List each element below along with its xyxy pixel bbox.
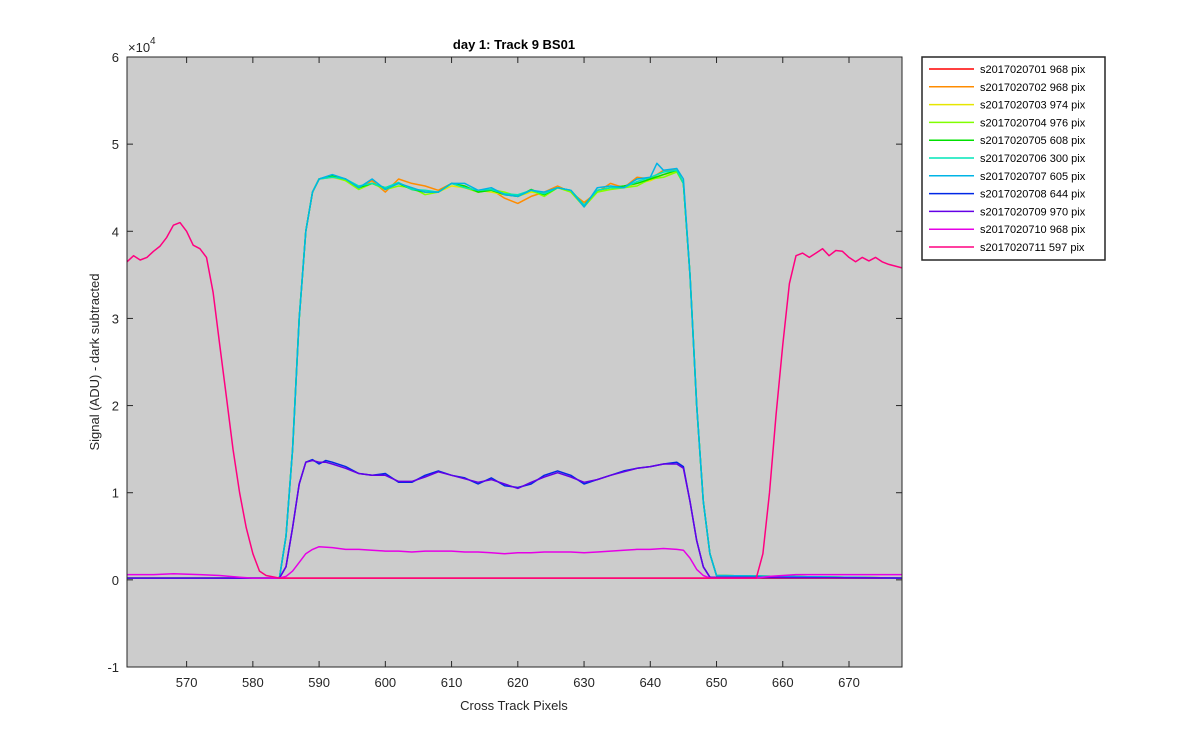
legend-label-9: s2017020709 970 pix xyxy=(980,206,1086,218)
y-tick-label: 1 xyxy=(112,486,119,501)
legend-label-11: s2017020711 597 pix xyxy=(980,242,1085,254)
legend-label-6: s2017020706 300 pix xyxy=(980,153,1086,165)
x-tick-label: 620 xyxy=(507,675,529,690)
x-axis-label: Cross Track Pixels xyxy=(460,698,568,713)
legend-label-3: s2017020703 974 pix xyxy=(980,100,1086,112)
x-tick-label: 600 xyxy=(374,675,396,690)
legend-label-10: s2017020710 968 pix xyxy=(980,224,1086,236)
series-line-11 xyxy=(126,221,903,579)
plot-background xyxy=(127,57,902,667)
legend-label-1: s2017020701 968 pix xyxy=(980,64,1086,76)
x-tick-label: 610 xyxy=(441,675,463,690)
legend-label-8: s2017020708 644 pix xyxy=(980,189,1086,201)
legend: s2017020701 968 pix s2017020702 968 pix s2… xyxy=(921,56,1106,261)
legend-label-5: s2017020705 608 pix xyxy=(980,135,1086,147)
x-tick-label: 580 xyxy=(242,675,264,690)
series-line-9 xyxy=(127,459,903,579)
x-tick-label: 630 xyxy=(573,675,595,690)
series-layer xyxy=(126,162,903,579)
y-tick-label: -1 xyxy=(107,660,119,675)
x-tick-label: 640 xyxy=(639,675,661,690)
legend-label-4: s2017020704 976 pix xyxy=(980,117,1086,129)
chart-title: day 1: Track 9 BS01 xyxy=(453,37,575,52)
y-exponent-base: ×10 xyxy=(128,40,150,55)
y-exponent-power: 4 xyxy=(150,36,156,47)
x-tick-label: 650 xyxy=(706,675,728,690)
x-axis: 570 580 590 600 610 620 630 640 650 660 670 xyxy=(176,57,860,690)
legend-label-2: s2017020702 968 pix xyxy=(980,82,1086,94)
y-tick-label: 6 xyxy=(112,50,119,65)
y-tick-label: 5 xyxy=(112,137,119,152)
x-tick-label: 570 xyxy=(176,675,198,690)
y-axis-label: Signal (ADU) - dark subtracted xyxy=(87,273,102,450)
axes-box xyxy=(126,56,903,668)
legend-label-7: s2017020707 605 pix xyxy=(980,171,1086,183)
x-tick-label: 660 xyxy=(772,675,794,690)
x-tick-label: 590 xyxy=(308,675,330,690)
y-tick-label: 2 xyxy=(112,399,119,414)
y-tick-label: 0 xyxy=(112,573,119,588)
x-tick-label: 670 xyxy=(838,675,860,690)
y-tick-label: 3 xyxy=(112,311,119,326)
series-line-7 xyxy=(127,162,903,579)
y-tick-label: 4 xyxy=(112,224,119,239)
series-line-10 xyxy=(127,545,902,579)
y-axis: -1 0 1 2 3 4 5 6 xyxy=(107,50,902,675)
